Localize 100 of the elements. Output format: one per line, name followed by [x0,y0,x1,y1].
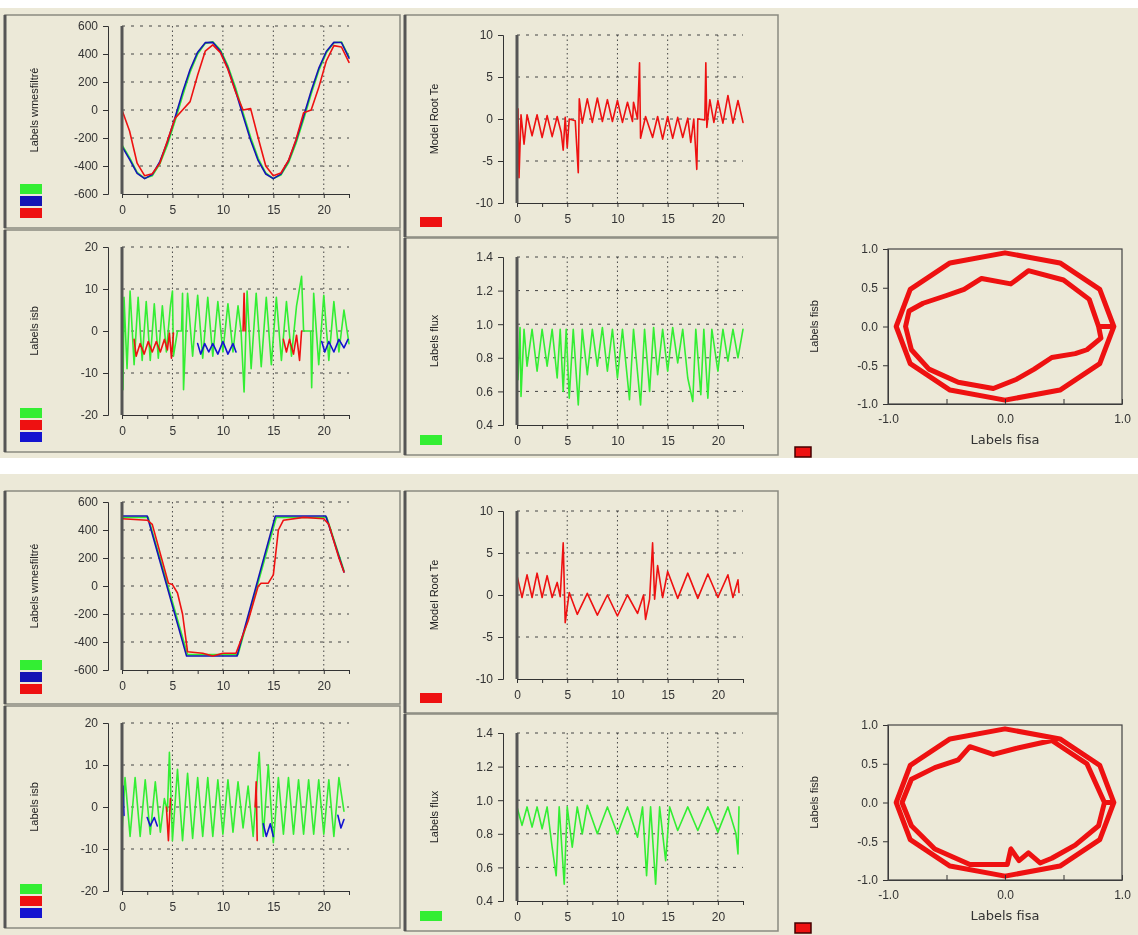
y-tick-label: -1.0 [857,397,879,412]
x-tick-label: 1.0 [1114,887,1132,902]
y-tick-label: 0.0 [861,319,879,334]
y-tick-label: 5 [486,70,494,85]
x-tick-label: 15 [661,434,676,449]
y-tick-label: 0 [486,112,494,127]
x-tick-label: 15 [267,424,281,439]
y-tick-label: -0.5 [857,834,879,849]
x-tick-label: 10 [611,212,625,227]
x-tick-label: 15 [661,910,676,925]
line-series [517,326,744,406]
y-tick-label: -200 [73,131,99,146]
x-tick-label: 0.0 [997,411,1015,426]
y-tick-label: -10 [80,842,99,857]
x-tick-label: 10 [216,424,231,439]
y-tick-label: 0 [91,800,99,815]
y-axis-title: Labels isb [28,306,40,356]
y-tick-label: -10 [475,672,494,687]
line-series [516,804,740,885]
y-tick-label: 10 [479,28,494,43]
y-tick-label: -20 [80,884,99,899]
y-axis-title: Labels wmesfiltré [28,543,40,629]
y-tick-label: 1.0 [476,317,494,332]
y-tick-label: -400 [73,159,99,174]
x-tick-label: 20 [317,424,332,439]
y-tick-label: 0 [91,579,99,594]
y-tick-label: 1.0 [861,242,879,257]
x-tick-label: 20 [317,203,332,218]
x-tick-label: 0 [119,900,127,915]
y-tick-label: 200 [77,75,99,90]
y-tick-label: 0.0 [861,795,879,810]
x-tick-label: 0 [119,203,127,218]
y-tick-label: 0.5 [861,281,879,296]
y-tick-label: -10 [475,196,494,211]
x-tick-label: 15 [267,679,281,694]
y-axis-title: Labels flux [428,790,440,844]
line-series [122,275,350,393]
y-tick-label: 0.6 [476,860,494,875]
x-tick-label: 20 [711,688,726,703]
x-tick-label: 15 [661,688,676,703]
y-tick-label: -0.5 [857,358,879,373]
x-tick-label: 10 [611,910,625,925]
x-tick-label: 5 [564,434,572,449]
x-tick-label: 15 [267,900,281,915]
x-tick-label: 5 [564,212,572,227]
y-tick-label: 20 [84,240,99,255]
x-tick-label: 0 [514,688,522,703]
y-tick-label: 5 [486,546,494,561]
x-tick-label: -1.0 [878,887,900,902]
y-tick-label: 400 [77,47,99,62]
x-tick-label: 5 [564,910,572,925]
x-tick-label: 15 [267,203,281,218]
line-series [121,751,345,844]
x-tick-label: 10 [216,679,231,694]
y-axis-title: Labels fisb [808,300,820,353]
y-axis-title: Labels flux [428,314,440,368]
y-tick-label: 200 [77,551,99,566]
y-tick-label: 0.4 [476,894,494,909]
y-tick-label: 400 [77,523,99,538]
y-tick-label: 0.8 [476,351,494,366]
y-tick-label: -5 [482,154,494,169]
x-axis-title: Labels fisa [970,908,1040,923]
y-tick-label: 0 [91,324,99,339]
x-tick-label: 10 [216,900,231,915]
y-tick-label: 0 [91,103,99,118]
x-tick-label: 10 [611,688,625,703]
y-tick-label: 600 [77,495,99,510]
y-tick-label: -5 [482,630,494,645]
y-tick-label: 20 [84,716,99,731]
y-tick-label: 10 [84,758,99,773]
x-tick-label: 20 [317,679,332,694]
y-tick-label: -400 [73,635,99,650]
x-tick-label: 5 [169,900,177,915]
y-axis-title: Labels fisb [808,776,820,829]
y-axis-title: Model Root Te [428,559,440,631]
x-tick-label: 0 [514,212,522,227]
y-tick-label: -200 [73,607,99,622]
x-tick-label: 5 [169,203,177,218]
x-tick-label: 10 [216,203,231,218]
y-tick-label: 0.4 [476,418,494,433]
x-tick-label: 20 [711,434,726,449]
y-tick-label: 1.4 [476,250,494,265]
y-tick-label: 1.2 [476,283,494,298]
x-tick-label: 0 [119,424,127,439]
y-axis-title: Model Root Te [428,83,440,155]
x-tick-label: 15 [661,212,676,227]
x-tick-label: 0 [514,910,522,925]
x-tick-label: 20 [317,900,332,915]
line-series [516,542,740,624]
y-tick-label: 1.2 [476,759,494,774]
x-tick-label: -1.0 [878,411,900,426]
y-tick-label: 0.8 [476,827,494,842]
x-tick-label: 5 [169,424,177,439]
y-axis-title: Labels isb [28,782,40,832]
y-tick-label: 10 [479,504,494,519]
y-tick-label: 0 [486,588,494,603]
y-tick-label: 0.5 [861,757,879,772]
x-axis-title: Labels fisa [970,432,1040,447]
y-tick-label: -1.0 [857,873,879,888]
x-tick-label: 10 [611,434,625,449]
